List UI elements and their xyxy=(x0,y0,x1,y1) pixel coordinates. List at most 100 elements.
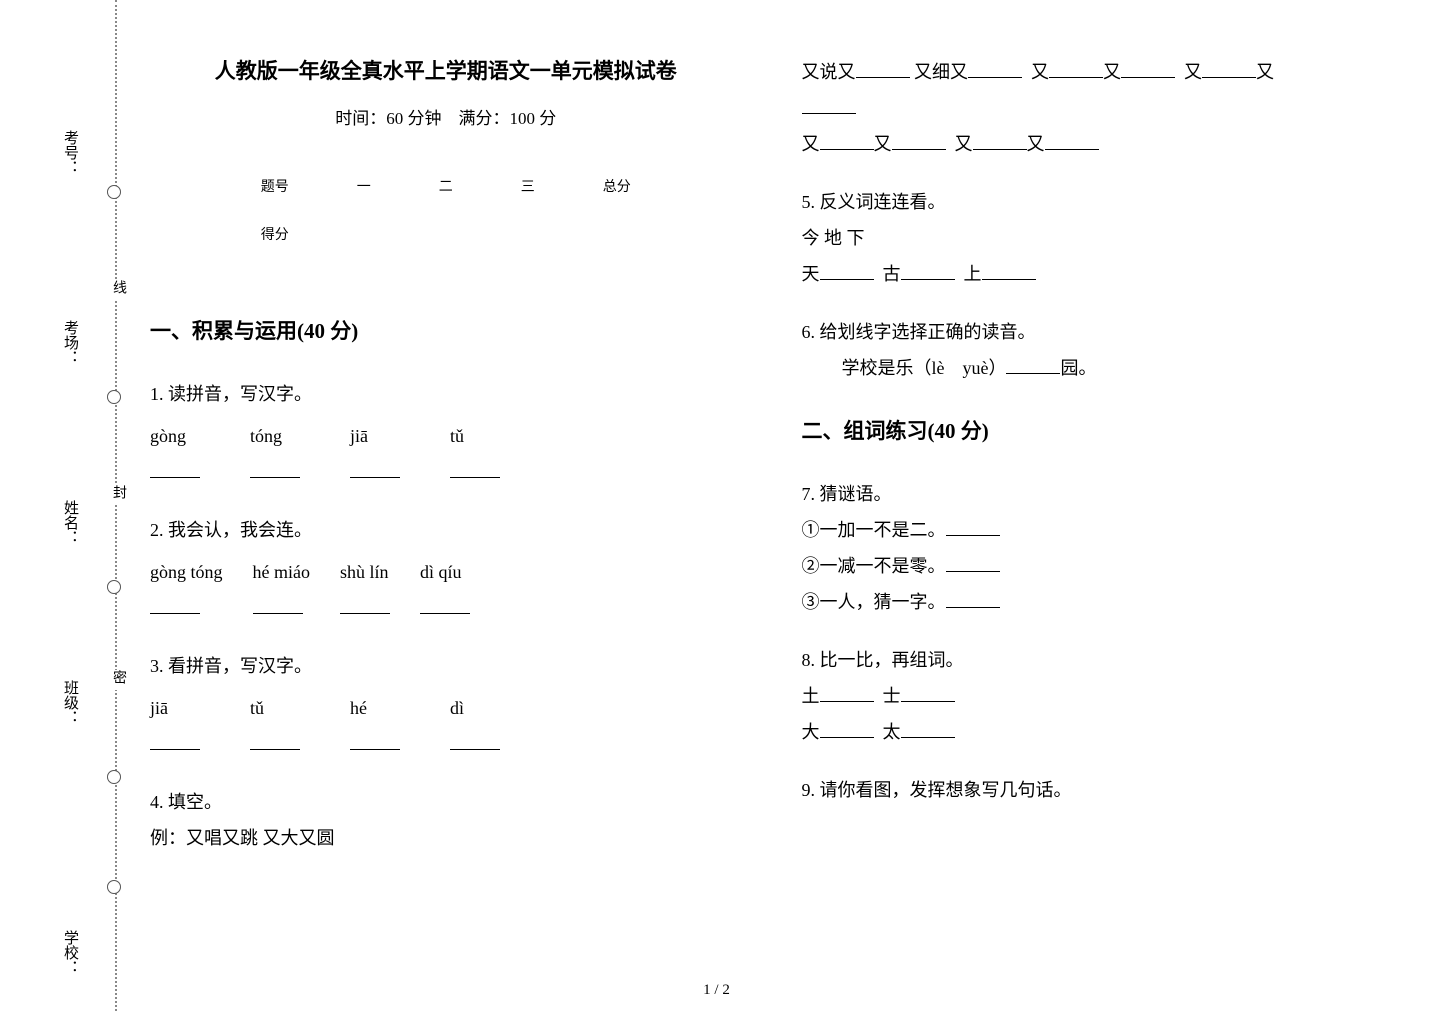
answer-blank[interactable] xyxy=(820,720,874,738)
q-num: 4. xyxy=(150,792,164,812)
answer-blank[interactable] xyxy=(946,590,1000,608)
answer-blank[interactable] xyxy=(1045,132,1099,150)
answer-blank[interactable] xyxy=(340,596,390,614)
q4-part: 又 xyxy=(874,134,892,154)
answer-blank[interactable] xyxy=(450,732,500,750)
pinyin: jiā xyxy=(150,698,168,718)
q5-item: 上 xyxy=(964,264,982,284)
dash-label-xian: 线 xyxy=(108,280,128,300)
q4-part: 又说又 xyxy=(802,62,856,82)
answer-blank[interactable] xyxy=(946,518,1000,536)
answer-blank[interactable] xyxy=(250,460,300,478)
answer-blank[interactable] xyxy=(973,132,1027,150)
q7-item: ①一加一不是二。 xyxy=(802,520,946,540)
answer-blank[interactable] xyxy=(150,732,200,750)
pinyin: hé miáo xyxy=(253,562,310,582)
question-6: 6. 给划线字选择正确的读音。 学校是乐（lè yuè）园。 xyxy=(802,314,1394,386)
question-7: 7. 猜谜语。 ①一加一不是二。 ②一减一不是零。 ③一人，猜一字。 xyxy=(802,476,1394,620)
answer-blank[interactable] xyxy=(1049,60,1103,78)
exam-subtitle: 时间：60 分钟 满分：100 分 xyxy=(150,102,742,136)
pinyin: gòng xyxy=(150,426,186,446)
q5-item: 天 xyxy=(802,264,820,284)
answer-blank[interactable] xyxy=(901,720,955,738)
score-td xyxy=(323,212,405,260)
question-4: 4. 填空。 例：又唱又跳 又大又圆 xyxy=(150,784,742,856)
dotted-cut-line xyxy=(115,0,117,1011)
answer-blank[interactable] xyxy=(150,596,200,614)
answer-blank[interactable] xyxy=(901,684,955,702)
q-num: 8. xyxy=(802,650,816,670)
answer-blank[interactable] xyxy=(946,554,1000,572)
score-td xyxy=(487,212,569,260)
answer-blank[interactable] xyxy=(968,60,1022,78)
q-text: 猜谜语。 xyxy=(820,484,892,504)
q6-post: 园。 xyxy=(1060,358,1096,378)
q-text: 比一比，再组词。 xyxy=(820,650,964,670)
binding-margin: 考号： 考场： 姓名： 班级： 学校： 线 封 密 xyxy=(0,0,130,1011)
answer-blank[interactable] xyxy=(150,460,200,478)
q-text: 反义词连连看。 xyxy=(820,192,946,212)
pinyin: tǔ xyxy=(250,698,264,718)
answer-blank[interactable] xyxy=(892,132,946,150)
label-banji: 班级： xyxy=(60,680,81,725)
question-3: 3. 看拼音，写汉字。 jiā tǔ hé dì xyxy=(150,648,742,762)
q-num: 1. xyxy=(150,384,164,404)
q4-part: 又细又 xyxy=(914,62,968,82)
answer-blank[interactable] xyxy=(1202,60,1256,78)
answer-blank[interactable] xyxy=(450,460,500,478)
right-column: 又说又 又细又 又又 又又 又又 又又 5. 反义词连连看。 今 地 下 天 古… xyxy=(802,50,1394,971)
answer-blank[interactable] xyxy=(1121,60,1175,78)
answer-blank[interactable] xyxy=(982,262,1036,280)
exam-title: 人教版一年级全真水平上学期语文一单元模拟试卷 xyxy=(150,50,742,92)
question-9: 9. 请你看图，发挥想象写几句话。 xyxy=(802,772,1394,808)
answer-blank[interactable] xyxy=(856,60,910,78)
q5-item: 古 xyxy=(883,264,901,284)
q-num: 6. xyxy=(802,322,816,342)
section-heading-1: 一、积累与运用(40 分) xyxy=(150,310,742,352)
q-num: 7. xyxy=(802,484,816,504)
q-num: 9. xyxy=(802,780,816,800)
q4-part: 又 xyxy=(802,134,820,154)
pinyin: dì qíu xyxy=(420,562,462,582)
pinyin: tóng xyxy=(250,426,282,446)
q4-part: 又 xyxy=(955,134,973,154)
circle-mark xyxy=(107,185,121,199)
score-td xyxy=(405,212,487,260)
answer-blank[interactable] xyxy=(1006,356,1060,374)
label-kaochang: 考场： xyxy=(60,320,81,365)
pinyin: dì xyxy=(450,698,464,718)
dash-label-mi: 密 xyxy=(108,670,128,690)
q-num: 3. xyxy=(150,656,164,676)
q4-part: 又 xyxy=(1256,62,1274,82)
q-text: 读拼音，写汉字。 xyxy=(168,384,312,404)
q-text: 看拼音，写汉字。 xyxy=(168,656,312,676)
section-heading-2: 二、组词练习(40 分) xyxy=(802,410,1394,452)
q5-row1: 今 地 下 xyxy=(802,220,1394,256)
score-td xyxy=(569,212,665,260)
score-td: 得分 xyxy=(227,212,323,260)
answer-blank[interactable] xyxy=(350,732,400,750)
answer-blank[interactable] xyxy=(820,684,874,702)
q-text: 给划线字选择正确的读音。 xyxy=(820,322,1036,342)
label-xingming: 姓名： xyxy=(60,500,81,545)
pinyin: tǔ xyxy=(450,426,464,446)
circle-mark xyxy=(107,770,121,784)
answer-blank[interactable] xyxy=(820,132,874,150)
q4-part: 又 xyxy=(1027,134,1045,154)
answer-blank[interactable] xyxy=(820,262,874,280)
q-num: 2. xyxy=(150,520,164,540)
pinyin: gòng tóng xyxy=(150,562,223,582)
answer-blank[interactable] xyxy=(253,596,303,614)
answer-blank[interactable] xyxy=(250,732,300,750)
label-kaohao: 考号： xyxy=(60,130,81,175)
answer-blank[interactable] xyxy=(350,460,400,478)
q4-example: 例：又唱又跳 又大又圆 xyxy=(150,820,742,856)
score-th: 三 xyxy=(487,164,569,212)
q8-char: 士 xyxy=(883,686,901,706)
answer-blank[interactable] xyxy=(802,96,856,114)
answer-blank[interactable] xyxy=(901,262,955,280)
dash-label-feng: 封 xyxy=(108,485,128,505)
answer-blank[interactable] xyxy=(420,596,470,614)
circle-mark xyxy=(107,580,121,594)
circle-mark xyxy=(107,390,121,404)
